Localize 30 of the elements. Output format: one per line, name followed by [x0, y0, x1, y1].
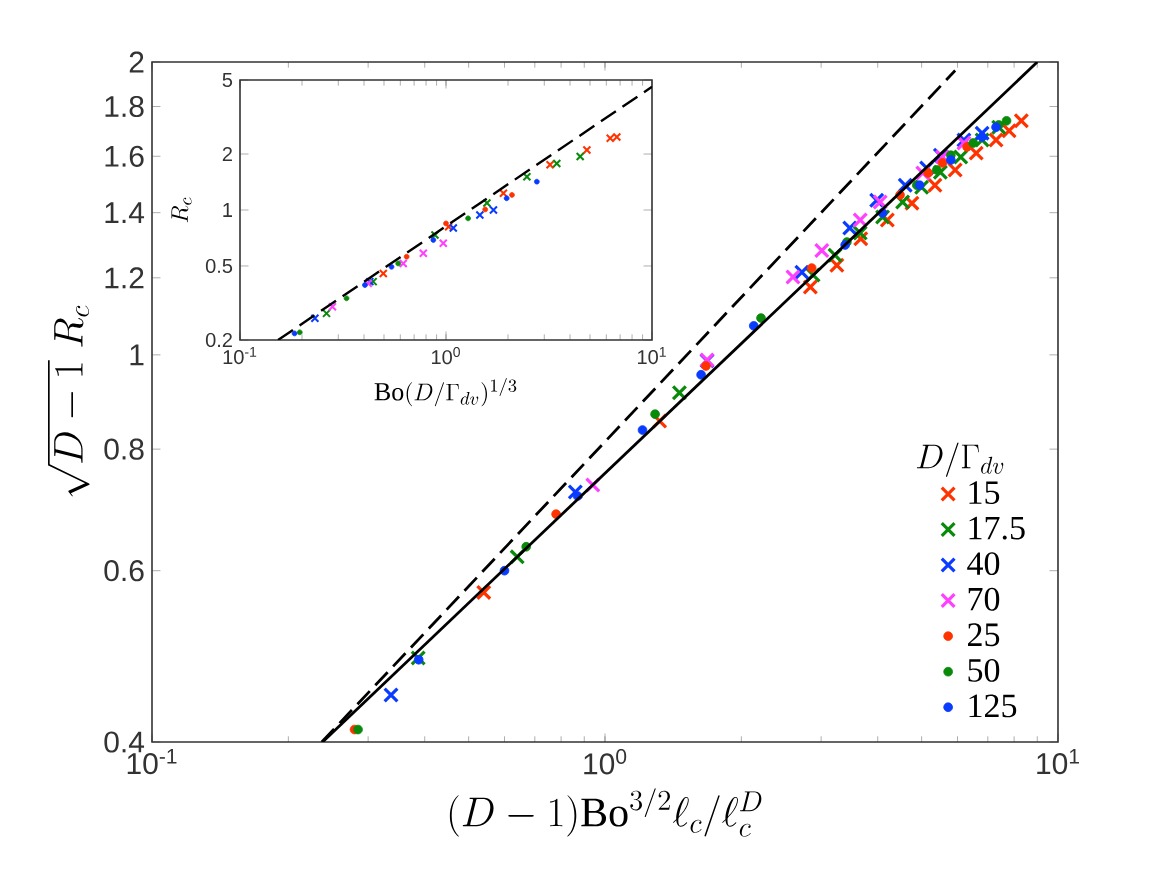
y-tick-label: 1.8	[105, 95, 144, 118]
y-tick-label: 0.2	[205, 332, 232, 348]
y-tick-label: 1.4	[105, 202, 145, 223]
x-axis-title: $(D-1)\mathrm{Bo}^{3/2}\ell_c/\ell_c^D$	[449, 788, 762, 837]
legend-label: 70	[968, 587, 1000, 611]
legend-label: 17.5	[969, 516, 1025, 540]
y-tick-label: 1	[130, 344, 144, 366]
legend-title: $D/\Gamma_{dv}$	[916, 442, 1004, 477]
legend-label: 40	[967, 552, 1000, 576]
y-tick-label: 1.2	[105, 267, 144, 289]
y-tick-label: 2	[129, 51, 144, 73]
x-axis-title: $\mathrm{Bo}(D/\Gamma_{dv})^{1/3}$	[374, 378, 517, 407]
y-tick-label: 1	[223, 203, 232, 217]
y-axis-title: $\sqrt{D-1}\ R_c$	[48, 305, 90, 497]
y-tick-label: 0.5	[205, 258, 233, 274]
legend-label: 125	[969, 694, 1017, 718]
legend-label: 50	[968, 658, 1000, 682]
y-tick-label: 2	[222, 147, 232, 161]
y-tick-label: 0.8	[104, 438, 144, 460]
x-tick-label: 10$^{0}$	[584, 749, 627, 775]
x-tick-label: 10$^{1}$	[1037, 749, 1079, 775]
y-tick-label: 5	[222, 73, 233, 87]
legend-label: 25	[968, 623, 1000, 647]
legend-label: 15	[969, 481, 1000, 505]
y-tick-label: 0.6	[104, 560, 144, 582]
x-tick-label: 10$^{1}$	[638, 347, 666, 365]
x-tick-label: 10$^{0}$	[432, 347, 460, 365]
x-tick-label: 10$^{-1}$	[223, 347, 257, 365]
y-tick-label: 1.6	[105, 145, 144, 167]
y-axis-title: $R_c$	[171, 197, 192, 223]
